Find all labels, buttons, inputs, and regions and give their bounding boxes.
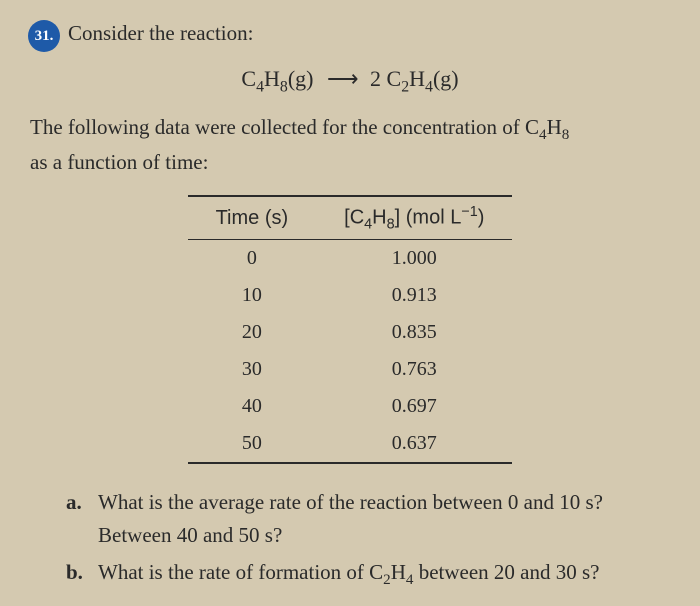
reaction-equation: C4H8(g) ⟶ 2 C2H4(g) <box>28 66 672 96</box>
table-row: 100.913 <box>188 277 513 314</box>
reaction-arrow: ⟶ <box>327 66 357 92</box>
description-text: The following data were collected for th… <box>28 112 672 178</box>
table-row: 01.000 <box>188 240 513 278</box>
equation-left: C4H8(g) <box>241 66 313 91</box>
subquestion-a: a. What is the average rate of the react… <box>66 486 672 551</box>
subquestion-text: What is the rate of formation of C2H4 be… <box>98 556 600 593</box>
table-row: 400.697 <box>188 388 513 425</box>
subquestion-b: b. What is the rate of formation of C2H4… <box>66 556 672 593</box>
equation-right: 2 C2H4(g) <box>370 66 459 91</box>
data-table: Time (s) [C4H8] (mol L−1) 01.000 100.913… <box>188 195 513 465</box>
col-header-conc: [C4H8] (mol L−1) <box>316 196 512 240</box>
table-body: 01.000 100.913 200.835 300.763 400.697 5… <box>188 240 513 464</box>
table-row: 500.637 <box>188 425 513 463</box>
description-line1: The following data were collected for th… <box>30 115 569 139</box>
prompt-text: Consider the reaction: <box>68 18 253 50</box>
table-row: 200.835 <box>188 314 513 351</box>
question-number-badge: 31. <box>28 20 60 52</box>
subquestion-text: What is the average rate of the reaction… <box>98 486 672 551</box>
subquestion-list: a. What is the average rate of the react… <box>28 486 672 592</box>
subquestion-label: a. <box>66 486 88 551</box>
table-row: 300.763 <box>188 351 513 388</box>
col-header-time: Time (s) <box>188 196 317 240</box>
subquestion-label: b. <box>66 556 88 593</box>
description-line2: as a function of time: <box>30 150 208 174</box>
